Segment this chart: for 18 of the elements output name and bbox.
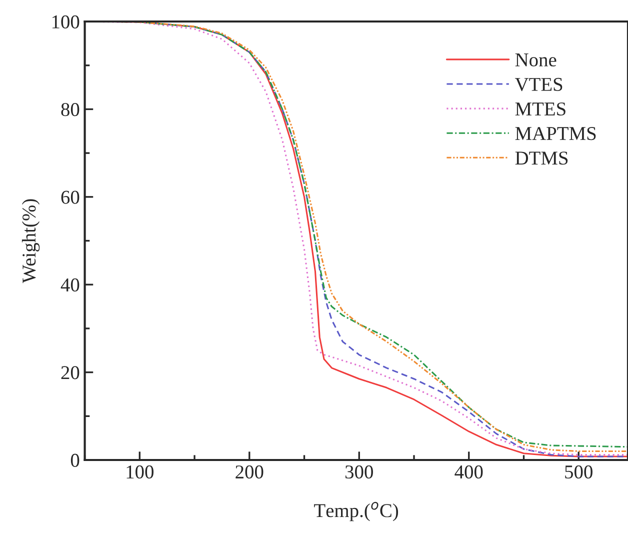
- x-axis-title: Temp.($^{o}$C): [314, 502, 398, 522]
- x-tick-label: 100: [126, 465, 154, 479]
- y-tick-label: 0: [70, 454, 80, 467]
- x-tick-label: 400: [454, 465, 483, 479]
- x-tick-label: 200: [236, 465, 264, 479]
- legend-label: MAPTMS: [515, 127, 596, 140]
- y-tick-label: 20: [61, 366, 80, 380]
- y-tick-label: 100: [52, 15, 80, 28]
- x-tick-label: 300: [345, 465, 373, 479]
- x-tick-label: 500: [565, 465, 592, 479]
- legend-label: MTES: [515, 102, 566, 116]
- legend-label: DTMS: [515, 152, 568, 165]
- legend-label: VTES: [514, 78, 562, 92]
- y-tick-label: 80: [61, 103, 80, 116]
- y-axis-title: Weight(%): [22, 199, 40, 284]
- y-tick-label: 40: [60, 278, 80, 292]
- legend-label: None: [515, 54, 556, 66]
- y-tick-label: 60: [61, 190, 80, 204]
